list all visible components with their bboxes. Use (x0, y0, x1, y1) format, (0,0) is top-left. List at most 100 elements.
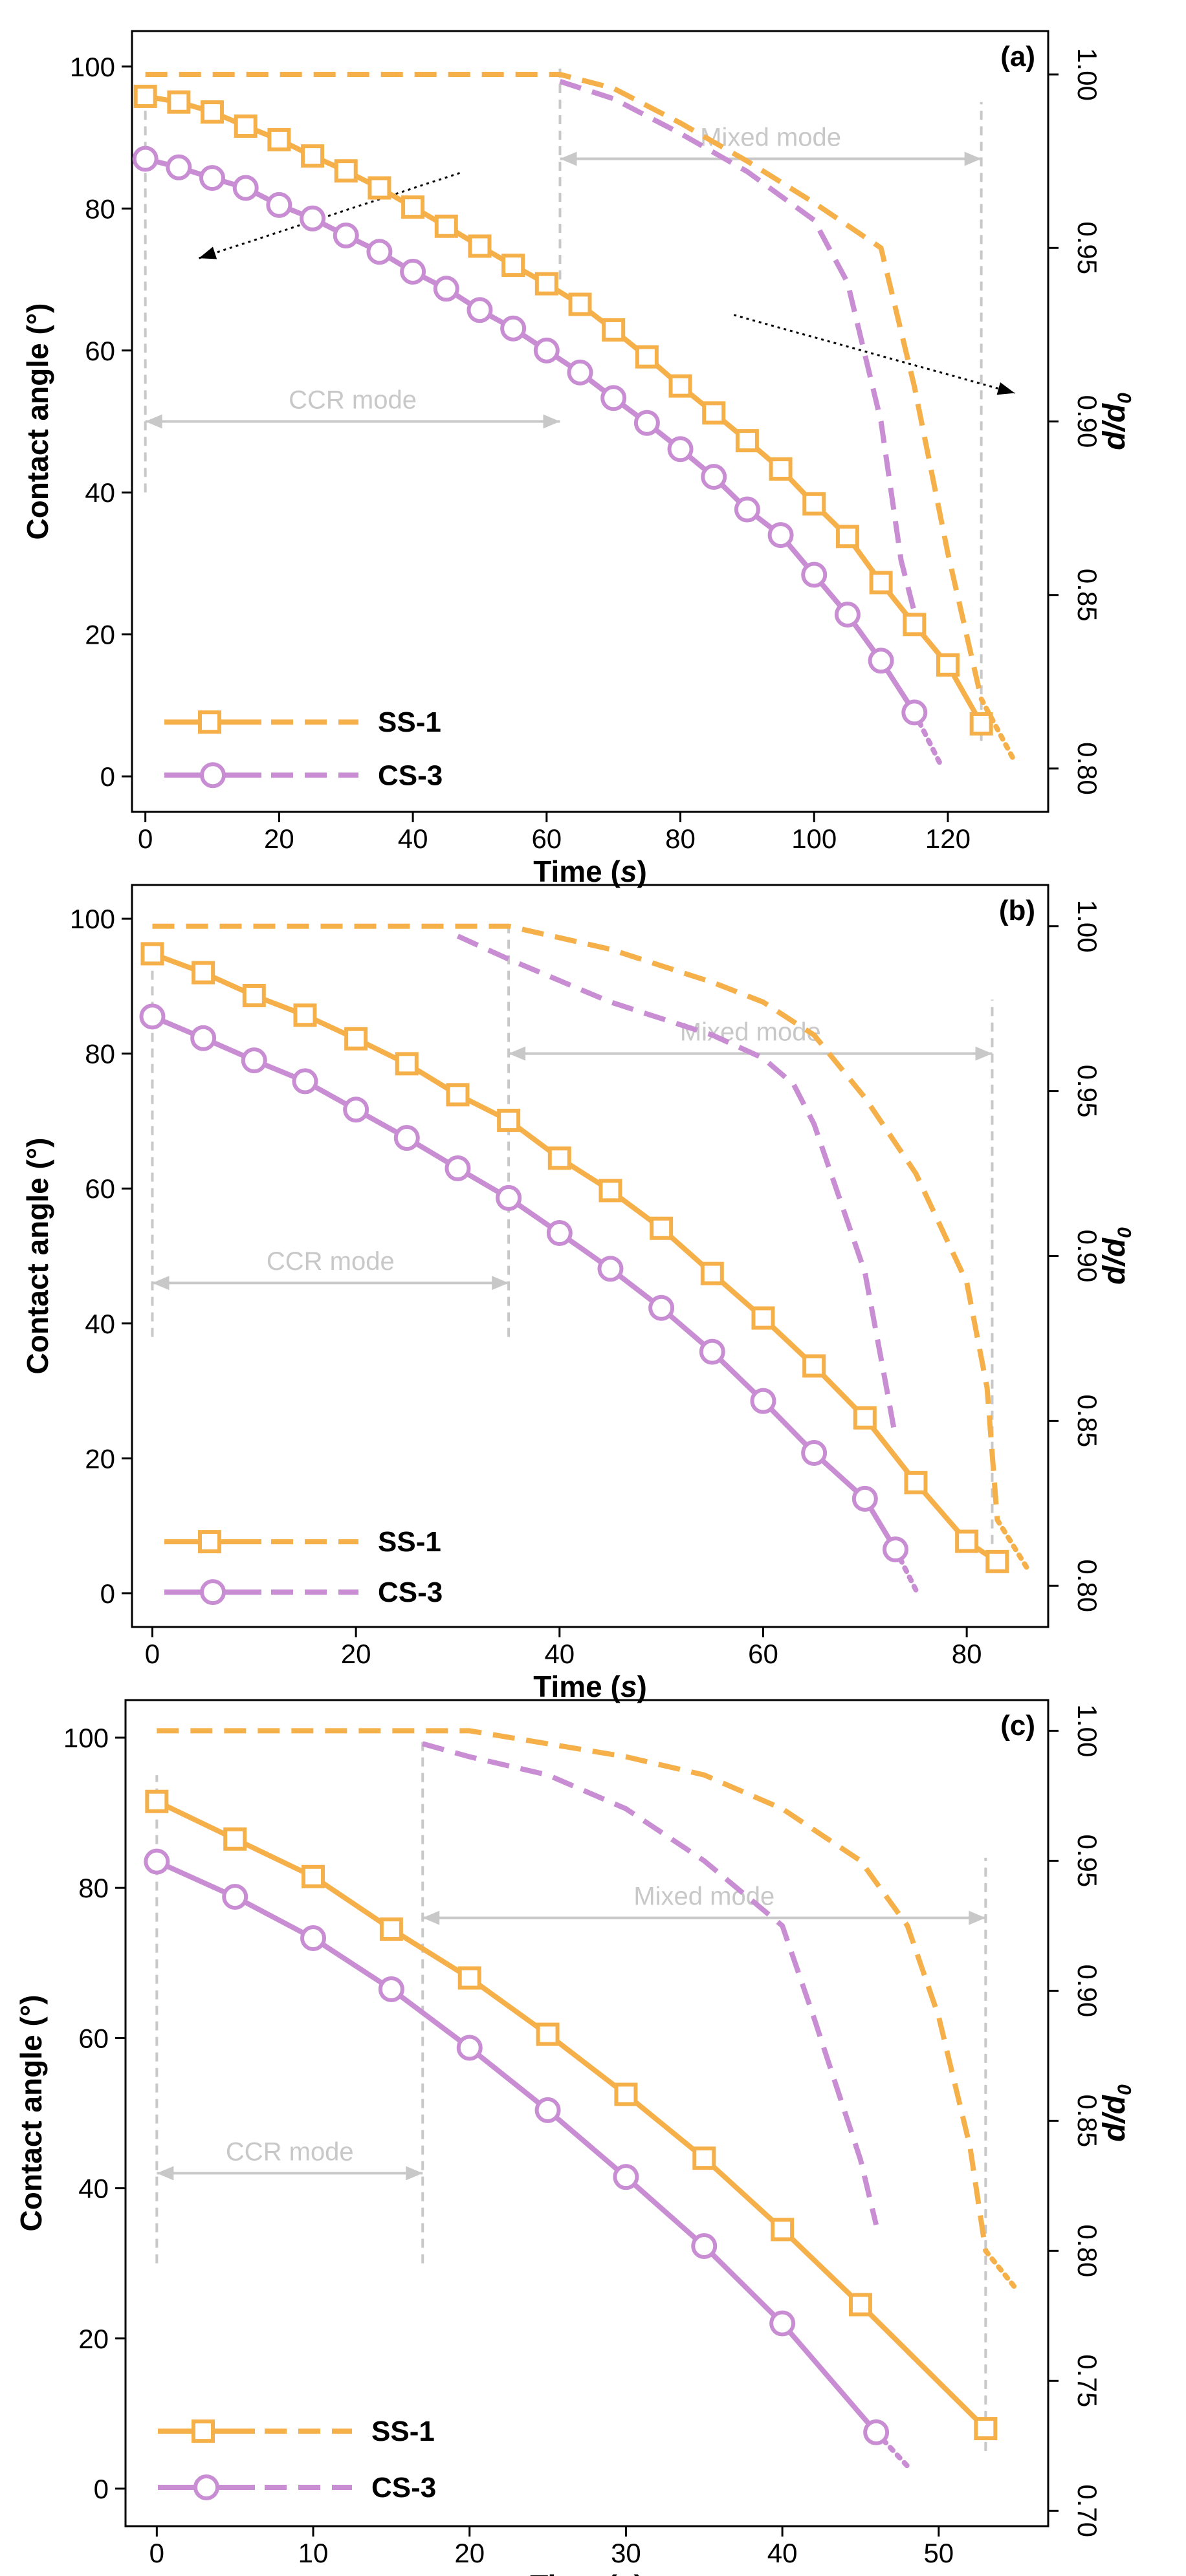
x-axis-title-close: ) (633, 2569, 643, 2576)
x-tick-label: 120 (925, 824, 971, 854)
series-line (157, 1728, 989, 2251)
y2-axis-title-sub: 0 (1114, 2084, 1136, 2095)
trend-arrow-left-shaft (198, 172, 460, 259)
ccr-mode-arrow-head-right (492, 1276, 509, 1291)
data-point-circle (633, 409, 660, 436)
data-point-circle (144, 1848, 170, 1875)
series-ss-1-contact-angle (133, 84, 993, 736)
series-ss-1-diameter-ratio (152, 923, 1031, 1572)
data-point-circle (767, 522, 794, 549)
mixed-mode-arrow-head-left (509, 1046, 526, 1061)
data-point-square (735, 429, 759, 453)
series-ss-1-diameter-ratio (157, 1728, 1020, 2293)
y2-tick-label: 0.85 (1072, 569, 1103, 622)
legend-label: SS-1 (371, 2416, 435, 2447)
data-point-square (536, 2022, 560, 2046)
y-tick-label: 100 (70, 904, 115, 934)
y2-axis-title: d/d0 (1097, 1227, 1136, 1285)
y2-axis-title: d/d0 (1097, 2084, 1136, 2142)
legend-label: CS-3 (378, 1577, 443, 1608)
x-axis-title: Time (s) (533, 855, 647, 888)
series-tail (994, 1517, 1031, 1572)
y-tick-label: 20 (85, 1443, 115, 1474)
legend-entry-cs-3: CS-3 (164, 759, 443, 791)
mixed-mode-arrow-head-left (560, 151, 577, 166)
data-point-circle (292, 1068, 318, 1095)
legend-entry-ss-1: SS-1 (164, 706, 441, 738)
data-point-circle (445, 1155, 471, 1181)
data-point-square (974, 2417, 998, 2441)
panel-label: (b) (999, 895, 1035, 926)
data-point-circle (699, 1338, 725, 1365)
data-point-square (869, 571, 893, 595)
data-point-circle (241, 1047, 267, 1074)
legend-marker-square (198, 1530, 221, 1554)
plot-frame (124, 1699, 1049, 2527)
data-point-square (534, 272, 558, 296)
legend-entry-ss-1: SS-1 (158, 2416, 435, 2447)
data-point-square (401, 195, 425, 219)
ccr-mode-arrow (157, 2166, 423, 2181)
ccr-mode-arrow-head-left (145, 414, 162, 429)
data-point-circle (648, 1294, 675, 1321)
data-point-square (293, 1003, 317, 1027)
series-tail (983, 2248, 1020, 2293)
y-tick-label: 40 (78, 2174, 109, 2204)
trend-arrow-left-head (199, 246, 217, 259)
y-axis-title: Contact angle (°) (14, 1995, 48, 2232)
data-point-circle (801, 1439, 828, 1466)
data-point-square (234, 115, 258, 138)
y2-tick-label: 1.00 (1072, 1705, 1103, 1758)
data-point-square (133, 84, 157, 108)
data-point-circle (433, 276, 459, 302)
data-point-square (668, 374, 692, 398)
series-tail (873, 2429, 910, 2469)
data-point-circle (496, 1184, 522, 1211)
data-point-square (598, 1179, 622, 1203)
data-point-square (904, 1470, 928, 1494)
data-point-circle (300, 1925, 327, 1952)
y2-axis-title-main: d/d (1097, 1237, 1132, 1285)
series-cs-3-diameter-ratio (559, 78, 917, 613)
y-tick-label: 100 (70, 52, 115, 82)
data-point-circle (734, 496, 760, 523)
data-point-square (223, 1827, 247, 1851)
series-ss-1-diameter-ratio (145, 72, 1018, 765)
x-tick-label: 40 (767, 2538, 798, 2568)
data-point-circle (222, 1884, 248, 1910)
chart-panel-c: 0 10 20 30 40 50 0 20 40 60 80 100 0.70 0.75 0.80 0.85 0… (14, 1699, 1136, 2576)
y2-axis-title: d/d0 (1097, 393, 1136, 450)
data-point-square (457, 1966, 481, 1990)
data-point-circle (467, 297, 493, 323)
ccr-mode-label: CCR mode (289, 386, 417, 415)
x-axis-title: Time (s) (533, 1670, 647, 1703)
legend-entry-cs-3: CS-3 (164, 1577, 443, 1608)
ccr-mode-label: CCR mode (226, 2137, 354, 2166)
data-point-circle (868, 648, 894, 674)
y2-tick-label: 0.90 (1072, 395, 1103, 448)
data-point-square (501, 254, 525, 278)
x-tick-label: 80 (952, 1639, 982, 1669)
x-tick-label: 40 (544, 1639, 575, 1669)
mixed-mode-arrow (560, 151, 982, 166)
data-point-square (145, 1789, 169, 1813)
legend-marker-circle (200, 1579, 226, 1606)
y2-tick-label: 0.70 (1072, 2484, 1103, 2537)
series-line (559, 78, 917, 613)
y-tick-label: 80 (78, 1873, 109, 1903)
data-point-square (692, 2146, 716, 2170)
data-point-circle (333, 223, 359, 249)
data-point-circle (667, 436, 694, 463)
y-tick-label: 40 (85, 1309, 115, 1339)
data-point-square (192, 961, 215, 985)
legend: SS-1 CS-3 (158, 2416, 436, 2504)
y2-axis-title-sub: 0 (1114, 393, 1136, 404)
data-point-circle (750, 1388, 776, 1414)
data-point-circle (266, 191, 292, 218)
series-line (155, 1859, 879, 2434)
x-axis-title-text: Time ( (533, 855, 620, 888)
y2-tick-label: 0.80 (1072, 1559, 1103, 1612)
series-line (151, 1014, 898, 1551)
data-point-square (434, 214, 458, 238)
